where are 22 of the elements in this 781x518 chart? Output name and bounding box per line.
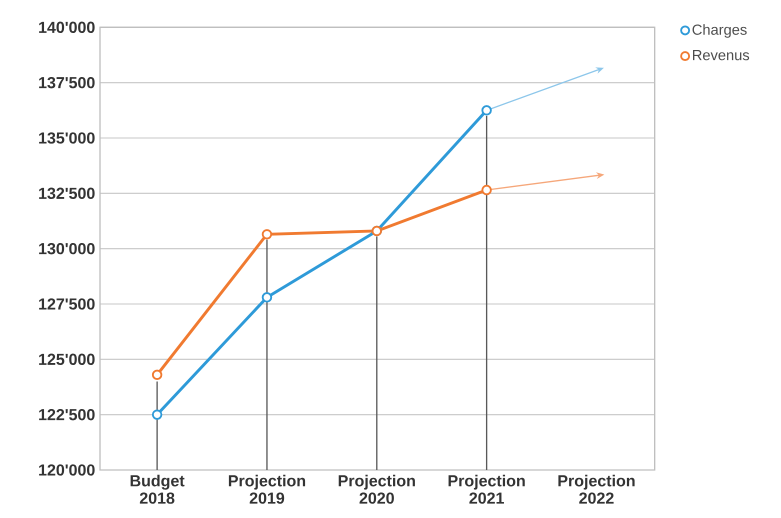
point (481, 184, 492, 196)
point (152, 370, 162, 380)
legend-label: Charges (692, 24, 747, 38)
legend-label: Revenus (693, 50, 750, 60)
x-tick-label: Budget 2018 (130, 474, 184, 504)
y-tick-label: 135'000 (39, 132, 95, 144)
y-tick-label: 122'500 (39, 409, 95, 420)
y-tick-label: 125'000 (39, 354, 95, 365)
x-tick-label: Projection 2022 (558, 474, 635, 504)
x-tick-label: Projection 2021 (448, 474, 525, 504)
point (152, 409, 162, 420)
y-tick-label: 132'500 (39, 188, 95, 200)
point (262, 229, 272, 240)
x-tick-label: Projection 2019 (228, 474, 306, 504)
point (481, 105, 492, 116)
y-tick-label: 130'000 (39, 242, 95, 254)
y-tick-label: 137'500 (39, 76, 95, 88)
point (262, 292, 272, 303)
y-tick-label: 140'000 (39, 22, 95, 33)
x-tick-label: Projection 2020 (338, 474, 415, 504)
y-tick-label: 120'000 (39, 464, 95, 476)
y-tick-label: 127'500 (39, 298, 95, 310)
